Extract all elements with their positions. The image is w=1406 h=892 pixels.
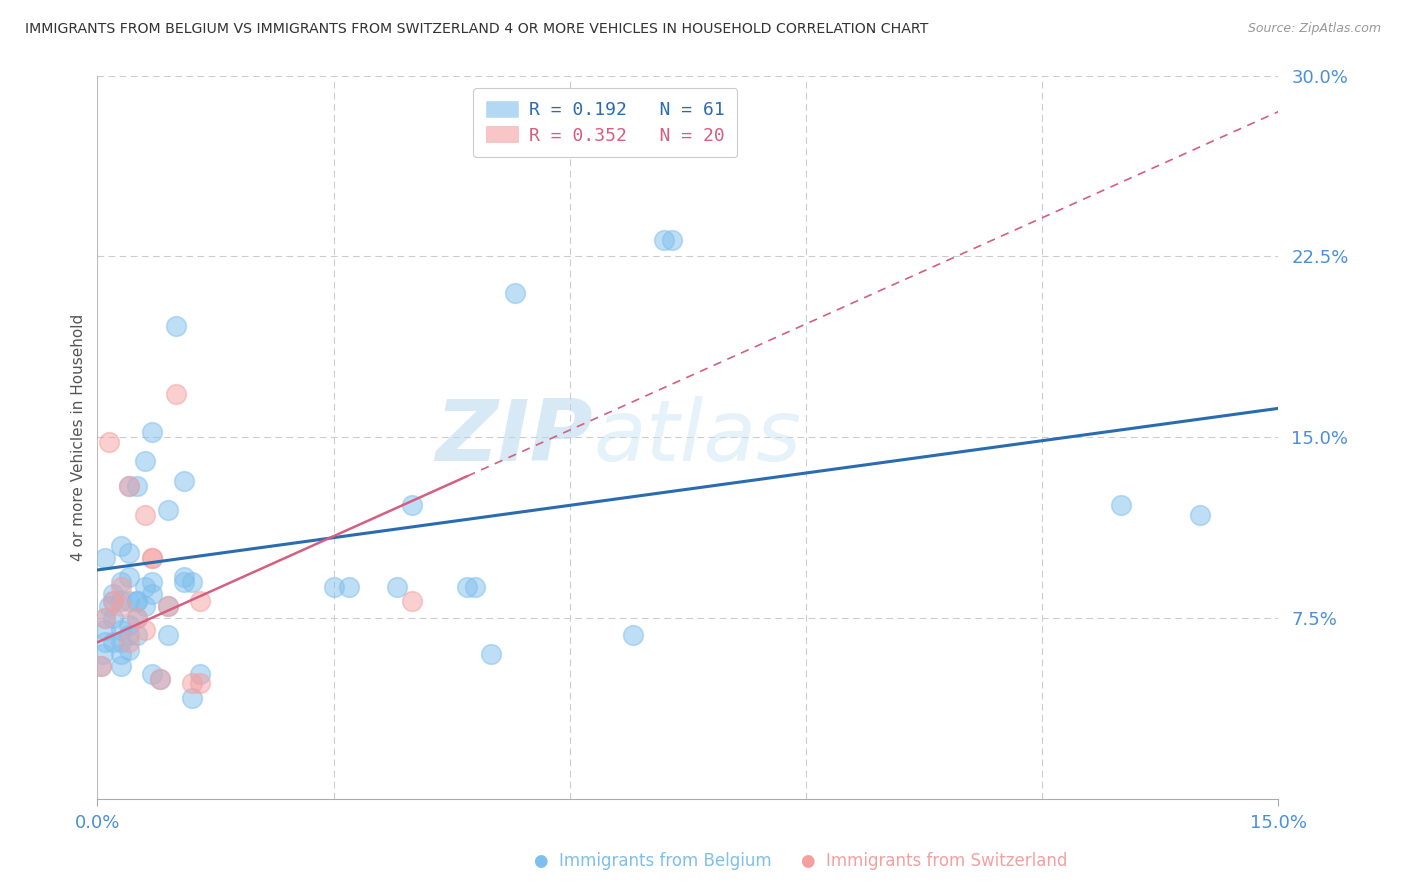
Legend: R = 0.192   N = 61, R = 0.352   N = 20: R = 0.192 N = 61, R = 0.352 N = 20 xyxy=(472,88,737,157)
Point xyxy=(118,478,141,492)
Point xyxy=(118,594,141,608)
Point xyxy=(134,624,156,638)
Point xyxy=(98,599,121,614)
Text: atlas: atlas xyxy=(593,396,801,479)
Point xyxy=(180,575,202,590)
Point xyxy=(94,611,117,625)
Point xyxy=(125,478,148,492)
Point xyxy=(118,635,141,649)
Point xyxy=(401,498,423,512)
Text: ●  Immigrants from Belgium: ● Immigrants from Belgium xyxy=(534,852,772,870)
Point xyxy=(101,587,124,601)
Point xyxy=(101,611,124,625)
Point xyxy=(141,550,163,565)
Point xyxy=(173,474,195,488)
Point xyxy=(456,580,478,594)
Point xyxy=(157,599,180,614)
Point xyxy=(188,594,211,608)
Point xyxy=(110,599,132,614)
Text: IMMIGRANTS FROM BELGIUM VS IMMIGRANTS FROM SWITZERLAND 4 OR MORE VEHICLES IN HOU: IMMIGRANTS FROM BELGIUM VS IMMIGRANTS FR… xyxy=(25,22,929,37)
Point xyxy=(188,676,211,690)
Point xyxy=(385,580,408,594)
Point xyxy=(165,319,187,334)
Text: ZIP: ZIP xyxy=(436,396,593,479)
Point xyxy=(110,659,132,673)
Point xyxy=(149,672,172,686)
Point xyxy=(110,580,132,594)
Point xyxy=(101,594,124,608)
Point xyxy=(401,594,423,608)
Point xyxy=(157,599,180,614)
Point xyxy=(90,659,112,673)
Point xyxy=(157,628,180,642)
Point xyxy=(110,624,132,638)
Point xyxy=(621,628,644,642)
Point xyxy=(134,599,156,614)
Point xyxy=(134,508,156,522)
Point xyxy=(118,478,141,492)
Point xyxy=(479,648,502,662)
Point xyxy=(94,635,117,649)
Point xyxy=(141,550,163,565)
Point xyxy=(118,642,141,657)
Point xyxy=(91,648,114,662)
Point xyxy=(110,594,132,608)
Point xyxy=(188,666,211,681)
Point xyxy=(110,635,132,649)
Point xyxy=(125,611,148,625)
Point xyxy=(94,550,117,565)
Point xyxy=(165,387,187,401)
Point xyxy=(464,580,486,594)
Point xyxy=(149,672,172,686)
Point xyxy=(118,546,141,560)
Point xyxy=(134,580,156,594)
Point xyxy=(98,435,121,450)
Point xyxy=(125,628,148,642)
Point xyxy=(1109,498,1132,512)
Point xyxy=(652,233,675,247)
Point xyxy=(125,611,148,625)
Point xyxy=(118,570,141,584)
Point xyxy=(337,580,360,594)
Point xyxy=(125,594,148,608)
Point xyxy=(101,635,124,649)
Point xyxy=(180,676,202,690)
Point xyxy=(173,575,195,590)
Point xyxy=(90,659,112,673)
Point xyxy=(141,425,163,440)
Point xyxy=(173,570,195,584)
Point xyxy=(101,594,124,608)
Point xyxy=(661,233,683,247)
Text: ●  Immigrants from Switzerland: ● Immigrants from Switzerland xyxy=(801,852,1067,870)
Point xyxy=(1188,508,1211,522)
Text: Source: ZipAtlas.com: Source: ZipAtlas.com xyxy=(1247,22,1381,36)
Point xyxy=(94,624,117,638)
Point xyxy=(322,580,344,594)
Point xyxy=(110,648,132,662)
Point xyxy=(141,666,163,681)
Point xyxy=(125,594,148,608)
Point xyxy=(141,575,163,590)
Point xyxy=(134,454,156,468)
Point xyxy=(118,618,141,632)
Point xyxy=(503,285,526,300)
Point xyxy=(157,502,180,516)
Point xyxy=(110,575,132,590)
Y-axis label: 4 or more Vehicles in Household: 4 or more Vehicles in Household xyxy=(72,314,86,561)
Point xyxy=(180,690,202,705)
Point xyxy=(118,628,141,642)
Point xyxy=(94,611,117,625)
Point xyxy=(110,539,132,553)
Point xyxy=(141,587,163,601)
